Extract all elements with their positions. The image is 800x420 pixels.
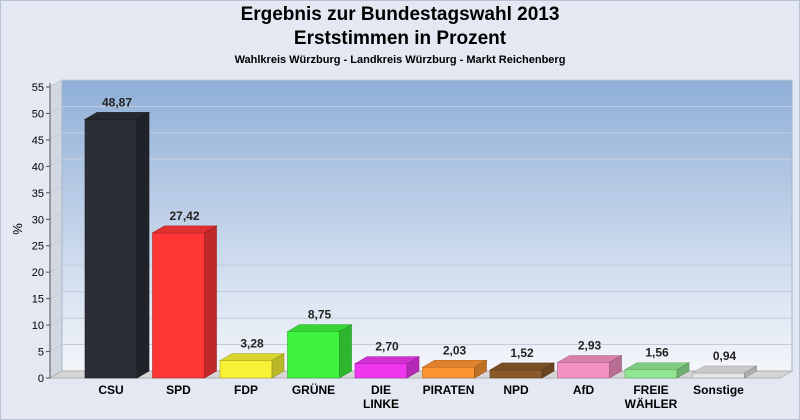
y-tick-label: 15 (32, 294, 44, 306)
x-tick-label: SPD (166, 383, 191, 397)
bar-value-label: 1,56 (645, 346, 669, 360)
bar-front (624, 369, 678, 379)
bar-side (744, 365, 757, 379)
y-tick-label: 35 (32, 188, 44, 200)
gridline (49, 211, 792, 220)
bar-front (287, 331, 340, 379)
y-axis-label: % (10, 223, 25, 235)
x-tick-label: DIE (371, 383, 391, 397)
y-tick-label: 0 (38, 373, 44, 385)
gridline (49, 158, 792, 167)
chart-subtitle: Erststimmen in Prozent (293, 28, 507, 49)
bar-front (692, 372, 745, 379)
bar-side (339, 324, 352, 379)
gridline (49, 344, 792, 352)
x-tick-label: FDP (234, 383, 258, 397)
bar-side (541, 362, 555, 379)
bar-value-label: 0,94 (713, 349, 737, 363)
bar-value-label: 8,75 (308, 308, 332, 322)
gridline (49, 291, 792, 300)
y-tick-label: 45 (32, 135, 44, 147)
x-tick-label: FREIE (633, 383, 668, 397)
bar-side (676, 362, 690, 379)
y-tick-label: 10 (32, 320, 44, 332)
bar-value-label: 1,52 (510, 346, 534, 360)
y-tick-label: 40 (32, 161, 44, 173)
y-tick-label: 20 (32, 267, 44, 279)
x-tick-label: PIRATEN (423, 383, 475, 397)
y-tick-label: 55 (32, 82, 44, 94)
bar-front (219, 360, 273, 379)
bar-value-label: 2,70 (375, 340, 399, 354)
gridline (49, 185, 792, 194)
y-tick-label: 50 (32, 108, 44, 120)
bar-value-label: 2,93 (578, 338, 602, 352)
gridline (49, 132, 792, 141)
y-tick-label: 25 (32, 241, 44, 253)
y-tick-label: 5 (38, 347, 44, 359)
gridline (49, 238, 792, 247)
gridline (49, 105, 792, 114)
bar-front (152, 232, 205, 379)
bar-front (489, 369, 543, 379)
bar-side (204, 225, 217, 379)
chart-title: Ergebnis zur Bundestagswahl 2013 (240, 4, 560, 25)
bar-side (406, 356, 420, 379)
plot-left-wall (49, 79, 63, 379)
bar-side (271, 353, 285, 379)
bar-value-label: 27,42 (169, 209, 199, 223)
bar-side (609, 354, 622, 379)
x-tick-label: CSU (98, 383, 123, 397)
chart-caption: Wahlkreis Würzburg - Landkreis Würzburg … (234, 54, 566, 66)
bar-front (84, 119, 138, 379)
x-tick-label: LINKE (363, 397, 399, 411)
x-tick-label: NPD (503, 383, 529, 397)
bar-value-label: 48,87 (102, 95, 132, 109)
x-tick-label: AfD (573, 383, 595, 397)
bar-front (557, 362, 610, 379)
bar-side (136, 111, 150, 379)
y-tick-label: 30 (32, 214, 44, 226)
bar-front (354, 363, 408, 379)
gridline (49, 264, 792, 273)
x-tick-label: Sonstige (693, 383, 744, 397)
x-tick-label: WÄHLER (625, 396, 678, 411)
bar-side (474, 359, 487, 379)
gridline (49, 317, 792, 326)
x-tick-label: GRÜNE (292, 382, 335, 397)
bar-front (422, 366, 475, 379)
gridline (49, 79, 792, 88)
plot-area: 0 5 10 15 20 25 30 35 40 45 50 55 48,87 CSU 27,42 SPD 3,… (32, 79, 794, 411)
bar-value-label: 3,28 (240, 337, 264, 351)
bar-value-label: 2,03 (443, 343, 467, 357)
